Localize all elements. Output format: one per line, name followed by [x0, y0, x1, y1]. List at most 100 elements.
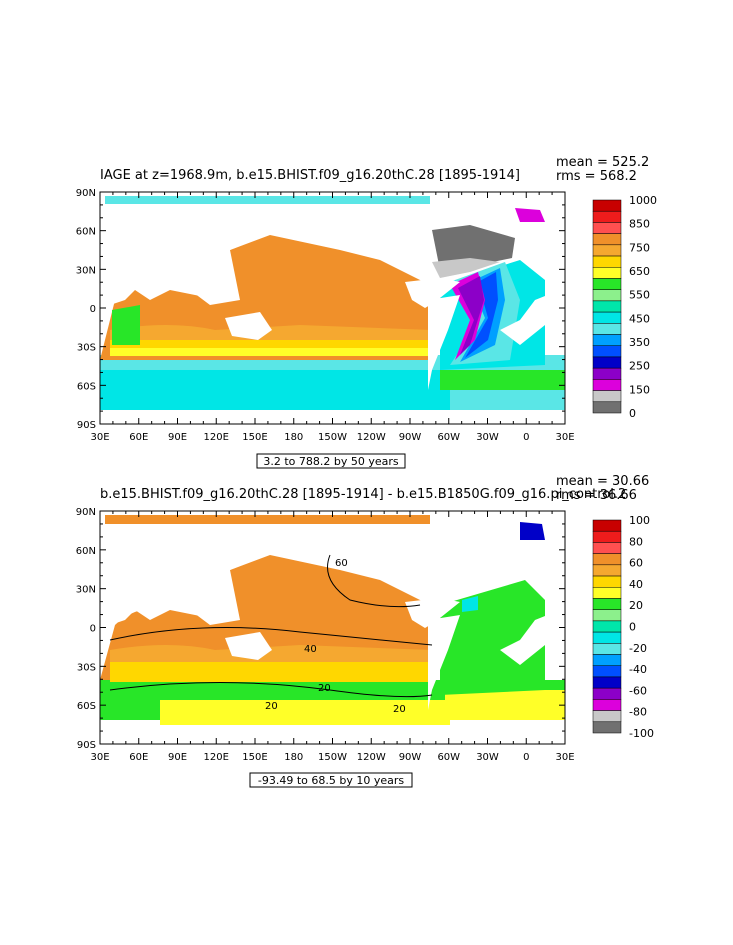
colorbar-label: 650 [629, 265, 650, 278]
colorbar-swatch [592, 401, 622, 414]
x-tick-label: 30E [555, 752, 574, 763]
colorbar-label: 0 [629, 407, 636, 420]
x-tick-label: 0 [523, 752, 529, 763]
x-tick-label: 180 [284, 432, 303, 443]
colorbar-swatch [592, 345, 622, 358]
panel-1-mean: mean = 525.2 [556, 155, 649, 170]
x-tick-label: 150W [318, 752, 347, 763]
colorbar-swatch [592, 323, 622, 335]
colorbar-swatch [592, 721, 622, 734]
colorbar-swatch [592, 654, 622, 666]
colorbar-swatch [592, 278, 622, 290]
colorbar-swatch [592, 311, 622, 324]
colorbar-swatch [592, 390, 622, 403]
x-tick-label: 150E [242, 752, 267, 763]
panel-2-colorbar-labels: 100 80 60 40 20 0 -20 -40 -60 -80 -100 [629, 514, 654, 740]
band-yellow [110, 348, 432, 356]
x-tick-label: 30E [90, 432, 109, 443]
contour-line-20 [109, 682, 433, 698]
x-tick-label: 90E [168, 752, 187, 763]
colorbar-label: 1000 [629, 194, 657, 207]
x-tick-label: 180 [284, 752, 303, 763]
contour-label-60: 60 [335, 558, 348, 569]
y-tick-label: 60N [76, 227, 96, 238]
arctic-strip [105, 196, 430, 204]
contour-label-40: 40 [304, 644, 317, 655]
panel-2-y-labels: 90N 60N 30N 0 30S 60S 90S [76, 507, 96, 751]
y-tick-label: 0 [90, 304, 96, 315]
panel-2-contour-note: -93.49 to 68.5 by 10 years [258, 774, 405, 787]
colorbar-swatch [592, 598, 622, 610]
colorbar-swatch [592, 710, 622, 723]
y-tick-label: 30S [77, 662, 96, 673]
north-atlantic-gray-light [432, 258, 500, 278]
panel-1: IAGE at z=1968.9m, b.e15.BHIST.f09_g16.2… [76, 155, 657, 469]
colorbar-swatch [592, 233, 622, 246]
colorbar-label: 850 [629, 218, 650, 231]
x-tick-label: 120W [357, 432, 386, 443]
x-tick-label: 90E [168, 432, 187, 443]
colorbar-swatch [592, 267, 622, 279]
colorbar-swatch [592, 564, 622, 577]
panel-2-colorbar [592, 519, 622, 734]
x-tick-label: 60E [129, 752, 148, 763]
x-tick-label: 150E [242, 432, 267, 443]
y-tick-label: 90S [77, 420, 96, 431]
x-tick-label: 150W [318, 432, 347, 443]
band-gold-2 [110, 662, 432, 682]
colorbar-label: 150 [629, 383, 650, 396]
arctic-orange [105, 515, 430, 524]
x-tick-label: 120E [204, 432, 229, 443]
colorbar-swatch [592, 244, 622, 257]
x-tick-label: 120E [204, 752, 229, 763]
contour-label-20b: 20 [265, 701, 278, 712]
south-america-land [428, 295, 460, 390]
greenland-land [432, 548, 515, 592]
panel-1-colorbar [592, 199, 622, 414]
panel-2-field [100, 515, 565, 744]
x-tick-label: 60W [437, 752, 460, 763]
colorbar-label: 350 [629, 336, 650, 349]
colorbar-swatch [592, 542, 622, 554]
colorbar-swatch [592, 356, 622, 369]
nordic-navy [520, 522, 545, 540]
west-indian-green [112, 305, 140, 345]
north-atlantic-gray [432, 225, 515, 270]
atlantic-blue-dark [465, 272, 498, 358]
contour-line-40 [109, 627, 433, 646]
colorbar-label: -60 [629, 684, 647, 697]
panel-1-contour-note-box [256, 453, 406, 469]
colorbar-swatch [592, 300, 622, 313]
colorbar-label: 60 [629, 557, 643, 570]
colorbar-swatch [592, 587, 622, 599]
atlantic-cyan-blob [462, 596, 478, 612]
colorbar-label: -80 [629, 706, 647, 719]
contour-line-60 [327, 554, 421, 608]
x-tick-label: 90W [399, 752, 422, 763]
y-tick-label: 30S [77, 343, 96, 354]
panel-2-x-labels: 30E 60E 90E 120E 150E 180 150W 120W 90W 60W 30W 0 30… [90, 752, 574, 763]
contour-label-20c: 20 [393, 704, 406, 715]
panel-2-mean: mean = 30.66 [556, 474, 649, 489]
x-tick-label: 60E [129, 432, 148, 443]
y-tick-label: 60N [76, 546, 96, 557]
y-tick-label: 30N [76, 585, 96, 596]
australia-land [225, 312, 272, 340]
colorbar-label: -100 [629, 727, 654, 740]
colorbar-swatch [592, 699, 622, 711]
panel-1-x-labels: 30E 60E 90E 120E 150E 180 150W 120W 90W 60W 30W 0 30… [90, 432, 574, 443]
y-tick-label: 60S [77, 381, 96, 392]
colorbar-swatch [592, 631, 622, 644]
australia-land-2 [225, 632, 272, 660]
panel-1-rms: rms = 568.2 [556, 169, 637, 184]
colorbar-swatch [592, 687, 622, 700]
colorbar-swatch [592, 643, 622, 655]
x-tick-label: 30W [476, 432, 499, 443]
contour-label-20a: 20 [318, 683, 331, 694]
colorbar-swatch [592, 620, 622, 633]
colorbar-label: 250 [629, 360, 650, 373]
africa-land-2 [500, 616, 545, 665]
colorbar-label: 100 [629, 514, 650, 527]
eurasia-land-2 [108, 524, 432, 625]
panel-1-colorbar-labels: 1000 850 750 650 550 450 350 250 150 0 [629, 194, 657, 420]
